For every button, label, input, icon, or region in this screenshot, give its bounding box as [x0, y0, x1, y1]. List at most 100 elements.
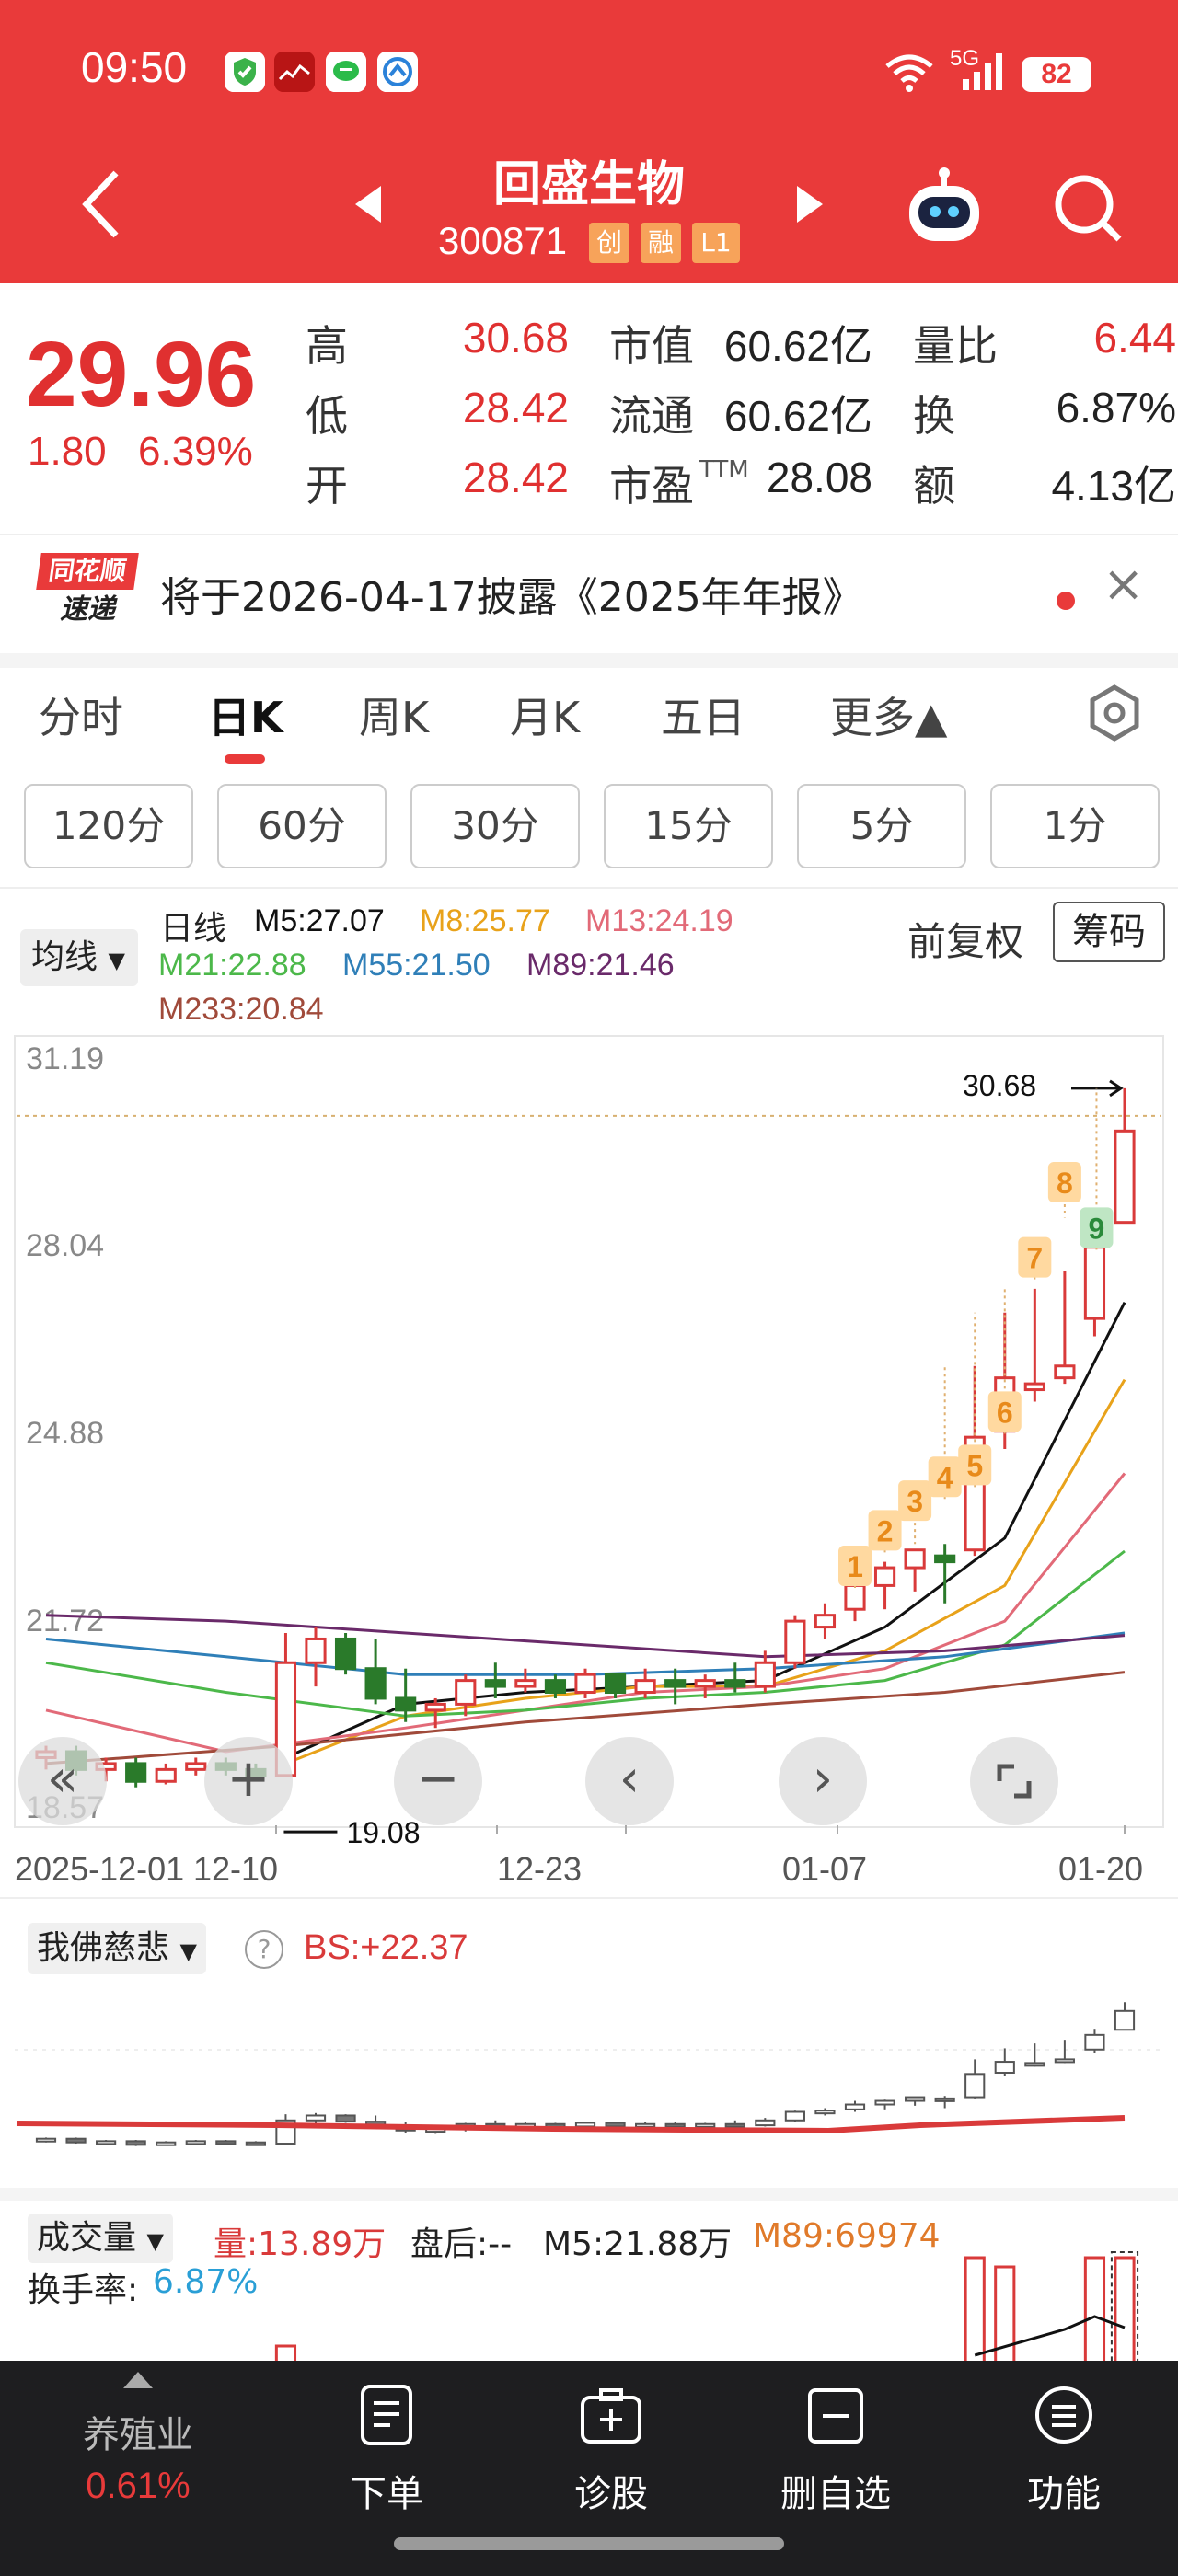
volume-bar	[994, 2265, 1016, 2361]
stat-value-high: 30.68	[462, 314, 569, 362]
indicator-bar	[994, 2061, 1015, 2074]
candle-body	[424, 1702, 446, 1712]
tab-intraday[interactable]: 分时	[39, 693, 123, 742]
prev-stock-button[interactable]	[353, 184, 383, 228]
stock-app-icon	[274, 52, 315, 92]
tag-l1: L1	[692, 223, 740, 263]
minus-icon[interactable]: −	[394, 1737, 482, 1825]
current-price: 29.96	[26, 323, 257, 426]
signal-badge	[987, 1391, 1022, 1432]
signal-badge	[868, 1510, 902, 1551]
tab-weekly-k[interactable]: 周K	[359, 693, 430, 742]
double-left-icon[interactable]: «	[18, 1737, 107, 1825]
tab-monthly-k[interactable]: 月K	[510, 693, 581, 742]
min-5-button[interactable]: 5分	[797, 784, 966, 868]
network-type: 5G	[950, 46, 980, 71]
app-header: 09:50 5G 82	[0, 0, 1178, 283]
tag-rong: 融	[641, 223, 681, 263]
indicator-bar	[185, 2140, 206, 2145]
candle-body	[604, 1673, 627, 1695]
high-arrow-head	[1109, 1079, 1124, 1098]
back-button[interactable]	[79, 167, 125, 245]
stat-label-open: 开	[306, 461, 348, 511]
indicator-bar	[635, 2122, 656, 2128]
min-15-button[interactable]: 15分	[604, 784, 773, 868]
candle-body	[844, 1583, 866, 1611]
fullscreen-icon[interactable]	[970, 1737, 1058, 1825]
indicator-bar	[65, 2137, 87, 2144]
stock-code: 300871	[438, 219, 568, 262]
dropdown-icon: ▼	[179, 1938, 197, 1964]
plus-icon[interactable]: +	[204, 1737, 293, 1825]
volume-value: 量:13.89万	[214, 2225, 387, 2263]
indicator-bar	[664, 2122, 686, 2128]
chevron-right-icon[interactable]: ›	[779, 1737, 867, 1825]
close-icon[interactable]: ×	[1103, 555, 1145, 613]
candle-body	[873, 1566, 896, 1587]
stat-label-amount: 额	[913, 461, 955, 511]
min-60-button[interactable]: 60分	[217, 784, 387, 868]
indicator-bar	[245, 2141, 266, 2146]
ma-line-m89	[45, 1614, 1126, 1659]
x-tick-label: 12-23	[497, 1850, 582, 1888]
volume-m89: M89:69974	[753, 2217, 941, 2255]
notice-text[interactable]: 将于2026-04-17披露《2025年年报》	[160, 574, 863, 621]
chips-button[interactable]: 筹码	[1053, 902, 1165, 962]
indicator-bar	[305, 2114, 327, 2122]
candle-body	[1054, 1364, 1076, 1380]
order-label: 下单	[350, 2473, 423, 2515]
candlestick-chart[interactable]: 31.1928.0424.8821.7218.572025-12-0112-10…	[0, 1034, 1178, 1899]
robot-icon[interactable]	[902, 166, 987, 254]
stat-value-open: 28.42	[462, 454, 569, 501]
stat-value-vol-ratio: 6.44	[1093, 314, 1176, 362]
stat-label-turnover: 换	[913, 391, 955, 441]
tag-chuang: 创	[589, 223, 629, 263]
stat-label-pe-ttm: TTM	[699, 456, 749, 484]
indicator-bar	[695, 2122, 716, 2128]
indicator-bar	[755, 2119, 776, 2127]
candle-body	[694, 1679, 716, 1688]
stat-label-high: 高	[306, 321, 348, 371]
volume-selector[interactable]: 成交量 ▼	[28, 2214, 173, 2263]
min-120-button[interactable]: 120分	[24, 784, 193, 868]
bottom-nav: 养殖业 0.61% 下单 诊股 删自选 功能	[0, 2361, 1178, 2576]
candle-body	[364, 1667, 387, 1700]
ma-title: 日线	[160, 910, 227, 948]
indicator-bar	[1084, 2033, 1105, 2051]
next-stock-button[interactable]	[795, 184, 825, 228]
stat-value-amount: 4.13亿	[1051, 462, 1176, 510]
ma-m21: M21:22.88	[158, 948, 306, 983]
candle-body	[934, 1554, 956, 1564]
sector-name: 养殖业	[83, 2414, 193, 2456]
stat-value-float: 60.62亿	[723, 392, 872, 440]
indicator-bar	[125, 2140, 146, 2146]
candle-body	[544, 1679, 567, 1695]
divider	[0, 1897, 1178, 1899]
volume-chart	[274, 2251, 1139, 2361]
settings-hexagon-icon[interactable]	[1086, 684, 1143, 745]
candle-body	[155, 1767, 177, 1783]
unread-dot	[1057, 592, 1075, 610]
divider	[0, 887, 1178, 889]
ma-selector[interactable]: 均线 ▼	[20, 929, 138, 986]
chevron-left-icon[interactable]: ‹	[585, 1737, 674, 1825]
indicator-bar	[605, 2122, 626, 2128]
volume-m5: M5:21.88万	[543, 2225, 733, 2263]
indicator-bar	[874, 2099, 895, 2106]
turnover-value: 6.87%	[153, 2263, 259, 2301]
tab-more[interactable]: 更多▲	[830, 693, 948, 742]
order-icon	[361, 2385, 412, 2445]
tab-daily-k[interactable]: 日K	[208, 693, 283, 742]
min-30-button[interactable]: 30分	[410, 784, 580, 868]
search-icon[interactable]	[1051, 171, 1125, 248]
ma-m89: M89:21.46	[526, 948, 675, 983]
min-1-button[interactable]: 1分	[990, 784, 1160, 868]
stat-label-mktcap: 市值	[609, 321, 694, 371]
help-icon[interactable]: ?	[245, 1930, 283, 1969]
tab-five-day[interactable]: 五日	[661, 693, 745, 742]
logo-line2: 速递	[60, 593, 115, 626]
stat-label-vol-ratio: 量比	[913, 321, 998, 371]
notice-banner[interactable]: 同花顺 速递 将于2026-04-17披露《2025年年报》 ×	[0, 534, 1178, 653]
adjust-mode[interactable]: 前复权	[907, 919, 1024, 964]
indicator-selector[interactable]: 我佛慈悲 ▼	[28, 1923, 206, 1974]
